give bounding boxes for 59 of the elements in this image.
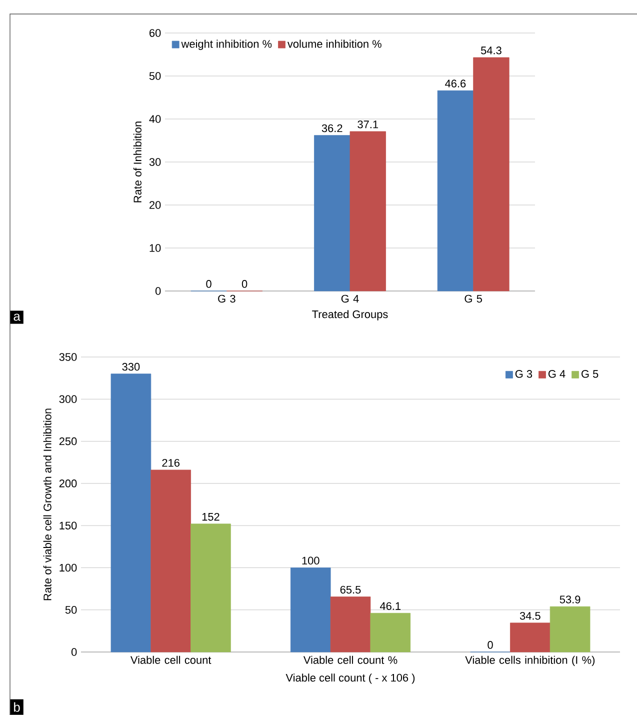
y-tick-label: 40 bbox=[149, 115, 161, 123]
data-label: 216 bbox=[162, 458, 180, 467]
data-label: 152 bbox=[202, 512, 220, 521]
x-tick-label: Viable cells inhibition (I %) bbox=[465, 656, 595, 666]
y-tick-label: 20 bbox=[150, 201, 161, 209]
legend-label: weight inhibition % bbox=[181, 40, 272, 50]
bar bbox=[350, 131, 386, 292]
x-tick-label: Viable cell count bbox=[130, 656, 212, 664]
legend-label: volume inhibition % bbox=[287, 40, 382, 48]
bar bbox=[110, 374, 152, 652]
data-label: 34.5 bbox=[520, 612, 540, 620]
data-label: 37.1 bbox=[358, 120, 378, 128]
bar bbox=[314, 135, 350, 292]
y-tick-label: 200 bbox=[59, 480, 77, 488]
data-label: 46.1 bbox=[380, 602, 401, 610]
y-tick-label: 350 bbox=[59, 353, 77, 361]
y-tick-label: 10 bbox=[150, 244, 161, 252]
bar bbox=[150, 470, 191, 652]
x-axis-title: Viable cell count ( - x 106 ) bbox=[286, 674, 415, 684]
data-label: 0 bbox=[206, 280, 212, 288]
bar bbox=[437, 90, 474, 292]
y-tick-label: 0 bbox=[155, 287, 161, 295]
y-axis-title: Rate of viable cell Growth and Inhibition bbox=[43, 408, 52, 600]
text: b bbox=[14, 702, 20, 712]
x-tick-label: G 4 bbox=[341, 294, 359, 303]
x-tick-label: G 3 bbox=[218, 294, 236, 303]
y-tick-label: 0 bbox=[71, 648, 77, 656]
data-label: 65.5 bbox=[340, 586, 361, 594]
data-label: 0 bbox=[488, 641, 493, 649]
legend-label: G 5 bbox=[582, 370, 598, 378]
legend-label: G 4 bbox=[548, 370, 566, 378]
x-tick-label: G 5 bbox=[464, 294, 482, 303]
x-tick-label: Viable cell count % bbox=[303, 656, 398, 664]
bar bbox=[510, 622, 550, 652]
text: a bbox=[14, 314, 20, 321]
bar bbox=[290, 568, 331, 652]
bar bbox=[190, 524, 231, 652]
data-label: 54.3 bbox=[480, 46, 502, 54]
bar bbox=[330, 596, 371, 652]
y-tick-label: 300 bbox=[59, 395, 77, 404]
data-label: 100 bbox=[302, 556, 320, 565]
y-tick-label: 60 bbox=[150, 29, 161, 37]
y-axis-title: Rate of Inhibition bbox=[133, 122, 142, 202]
data-label: 36.2 bbox=[322, 124, 342, 132]
y-tick-label: 150 bbox=[60, 522, 77, 530]
data-label: 46.6 bbox=[445, 80, 466, 88]
x-axis-title: Treated Groups bbox=[312, 310, 388, 320]
legend-label: G 3 bbox=[515, 370, 532, 378]
y-tick-label: 100 bbox=[60, 564, 77, 572]
y-tick-label: 30 bbox=[149, 158, 161, 166]
y-tick-label: 50 bbox=[149, 72, 161, 80]
y-tick-label: 250 bbox=[59, 437, 77, 446]
data-label: 53.9 bbox=[560, 596, 580, 604]
data-label: 330 bbox=[122, 362, 140, 371]
bar bbox=[370, 612, 411, 652]
data-label: 0 bbox=[242, 280, 248, 288]
bar bbox=[550, 606, 590, 652]
bar bbox=[473, 57, 510, 292]
y-tick-label: 50 bbox=[65, 606, 77, 614]
